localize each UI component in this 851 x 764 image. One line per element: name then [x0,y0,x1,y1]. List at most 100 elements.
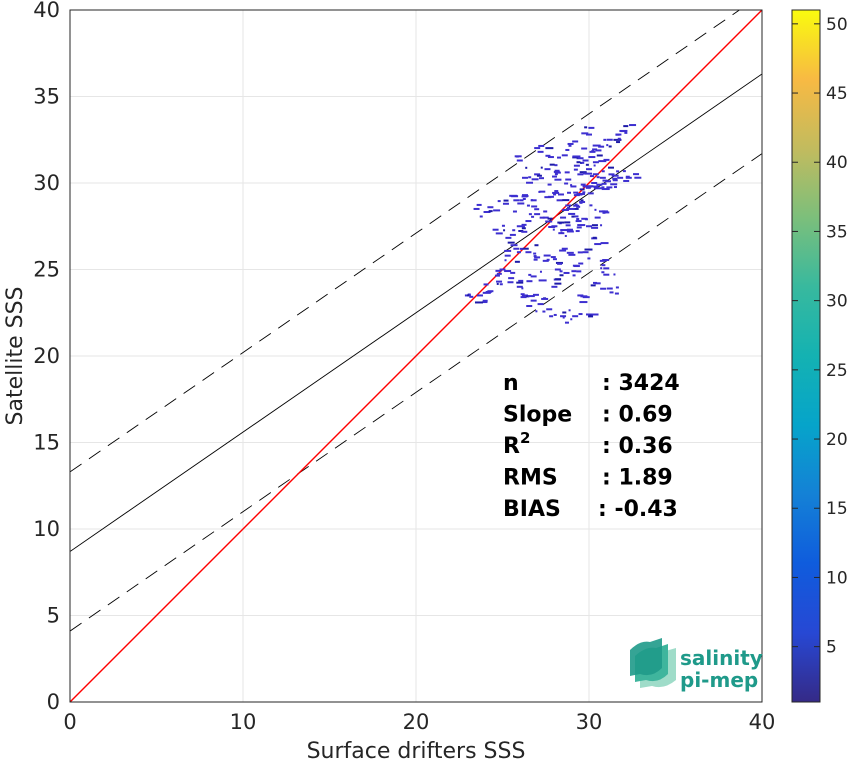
density-bin [539,177,545,180]
density-bin [576,270,582,273]
density-bin [547,183,552,186]
density-bin [554,268,561,271]
density-bin [504,249,512,252]
density-bin [537,303,544,306]
density-bin [514,155,522,158]
density-bin [605,180,612,183]
density-bin [607,166,614,169]
density-bin [625,176,632,179]
density-bin [502,202,509,205]
density-bin [571,215,575,218]
density-bin [518,229,524,232]
x-tick-label: 30 [576,710,603,734]
density-bin [492,228,499,231]
density-bin [591,150,595,153]
density-bin [503,229,506,232]
colorbar-tick-label: 45 [826,84,848,104]
density-bin [615,133,622,136]
density-bin [582,191,586,194]
density-bin [582,251,589,254]
density-bin [554,169,560,172]
density-bin [623,125,629,128]
density-bin [528,273,532,276]
density-bin [617,137,621,140]
density-bin [591,224,598,227]
density-bin [521,225,525,228]
density-bin [564,171,570,174]
density-bin [514,260,520,263]
density-bin [554,173,558,176]
density-bin [561,247,568,250]
density-bin [510,244,518,247]
density-bin [469,295,474,298]
density-bin [581,132,589,135]
density-bin [590,284,596,287]
density-bin [487,290,494,293]
density-bin [534,256,541,259]
colorbar-tick-label: 15 [826,499,848,519]
colorbar [791,9,821,703]
y-tick-label: 20 [33,344,60,368]
density-bin [508,277,515,280]
stat-label: R2 [503,429,530,459]
density-bin [507,241,515,244]
density-bin [598,160,607,163]
density-bin [547,195,554,198]
density-bin [592,185,599,188]
density-bin [545,154,551,157]
density-bin [513,199,520,202]
density-bin [530,199,533,202]
density-bin [553,313,557,316]
density-bin [586,168,592,171]
density-bin [634,176,642,179]
x-tick-label: 0 [63,710,76,734]
density-bin [589,314,593,317]
fit-lower-bound-dashed-line [70,153,762,632]
density-bin [564,234,567,237]
density-bin [594,243,602,246]
density-bin [562,316,565,319]
grid-lines [70,10,762,702]
density-bin [592,236,597,239]
density-bin [501,224,505,227]
density-bin [561,208,569,211]
density-bin [572,207,579,210]
density-bin [542,216,549,219]
density-bin [560,231,563,234]
density-bin [584,126,588,129]
x-tick-labels: 0 10 20 30 40 [63,710,775,734]
density-bin [601,271,605,274]
density-bin [589,175,594,178]
density-bin [553,193,557,196]
density-bin [616,141,621,144]
stat-value: : 0.36 [602,434,673,459]
density-bin [544,196,552,199]
density-bin [554,282,562,285]
density-bin [542,310,546,313]
stat-value: : 3424 [602,371,680,396]
density-bin [576,161,581,164]
density-bin [528,176,532,179]
density-bin [587,257,591,260]
colorbar-tick-label: 35 [826,222,848,242]
density-bin [493,209,501,212]
regression-fit-line [70,73,762,552]
density-bin [585,186,591,189]
stat-label: RMS [503,466,558,491]
density-bin [600,224,603,227]
density-bin [572,140,579,143]
density-bin [521,227,526,230]
density-bin [552,228,555,231]
density-bin [585,172,593,175]
density-bin [537,150,544,153]
density-bin [559,270,563,273]
stat-value: : 1.89 [602,466,673,491]
density-bin [580,199,584,202]
density-bin [517,202,525,205]
density-bin [582,159,589,162]
density-bin [600,242,609,245]
density-bin [548,225,556,228]
stat-value: : 0.69 [602,403,673,428]
density-bin [586,225,592,228]
density-bin [566,230,574,233]
